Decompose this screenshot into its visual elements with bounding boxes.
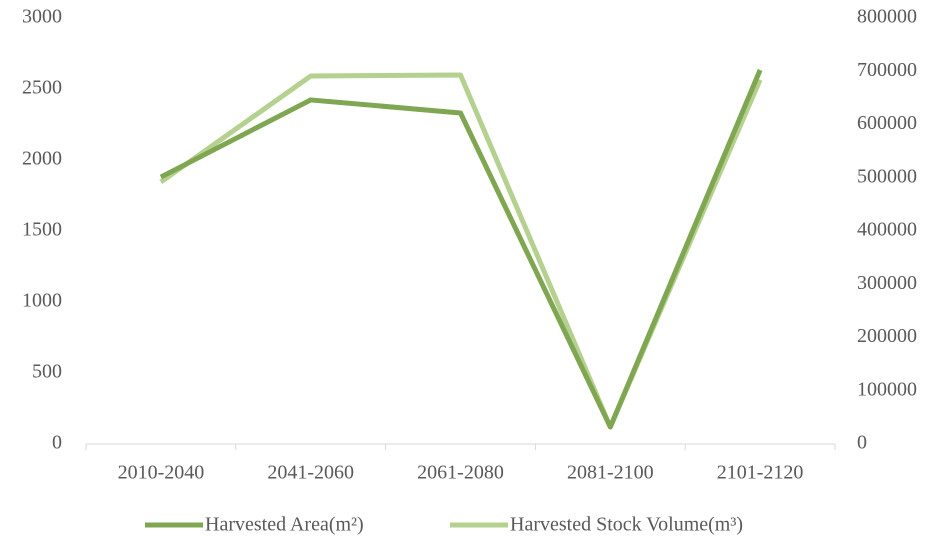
y2-tick-label: 100000	[857, 378, 917, 400]
legend-label: Harvested Area(m²)	[205, 514, 364, 536]
x-tick-label: 2101-2120	[717, 462, 804, 484]
y2-tick-label: 700000	[857, 59, 917, 81]
x-tick-label: 2041-2060	[267, 462, 354, 484]
x-tick-label: 2081-2100	[567, 462, 654, 484]
y-tick-label: 1000	[22, 290, 62, 312]
x-tick-label: 2010-2040	[118, 462, 205, 484]
y-tick-label: 0	[52, 432, 62, 454]
y2-tick-label: 500000	[857, 165, 917, 187]
y-tick-label: 1500	[22, 219, 62, 241]
y2-tick-label: 0	[857, 432, 867, 454]
y-tick-label: 500	[32, 361, 62, 383]
y2-tick-label: 600000	[857, 112, 917, 134]
y-tick-label: 2500	[22, 77, 62, 99]
y2-tick-label: 200000	[857, 325, 917, 347]
y2-tick-label: 400000	[857, 219, 917, 241]
y-tick-label: 2000	[22, 148, 62, 170]
x-tick-label: 2061-2080	[417, 462, 504, 484]
series-line	[159, 72, 763, 430]
series-line	[159, 69, 763, 430]
y2-tick-label: 300000	[857, 272, 917, 294]
legend-label: Harvested Stock Volume(m³)	[510, 514, 743, 536]
y-tick-label: 3000	[22, 6, 62, 28]
y2-tick-label: 800000	[857, 6, 917, 28]
